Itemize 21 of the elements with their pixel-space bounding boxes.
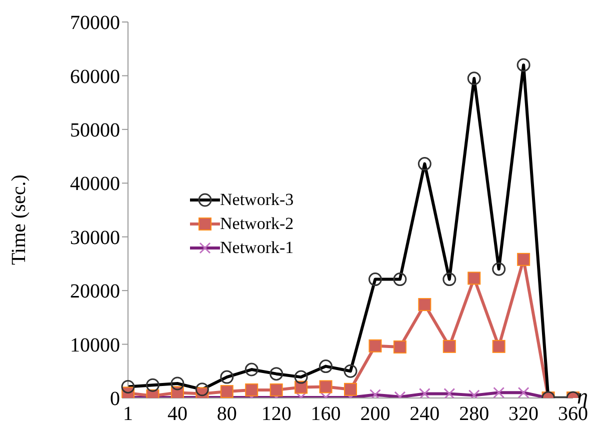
legend-label: Network-1 — [220, 238, 294, 258]
y-tick-label: 60000 — [70, 66, 120, 88]
y-tick-label: 10000 — [70, 334, 120, 356]
x-tick-label: 120 — [261, 403, 292, 426]
y-tick-label: 50000 — [70, 120, 120, 142]
y-tick-label: 0 — [110, 388, 120, 410]
x-tick-label: 240 — [410, 403, 440, 426]
y-tick-label: 40000 — [70, 173, 120, 196]
y-tick-label: 30000 — [70, 226, 120, 249]
x-tick-label: 80 — [216, 403, 237, 426]
legend-label: Network-2 — [220, 214, 294, 234]
x-tick-label: 40 — [167, 403, 188, 426]
y-tick-label: 20000 — [70, 280, 120, 303]
legend-label: Network-3 — [220, 190, 294, 210]
x-tick-label: 200 — [360, 403, 390, 426]
x-tick-label: 320 — [508, 403, 539, 426]
y-tick-label: 70000 — [70, 12, 120, 34]
x-tick-label: 160 — [310, 403, 341, 426]
x-tick-label: 1 — [123, 403, 133, 426]
x-tick-label: 280 — [459, 403, 490, 426]
y-axis-title: Time (sec.) — [8, 174, 30, 265]
